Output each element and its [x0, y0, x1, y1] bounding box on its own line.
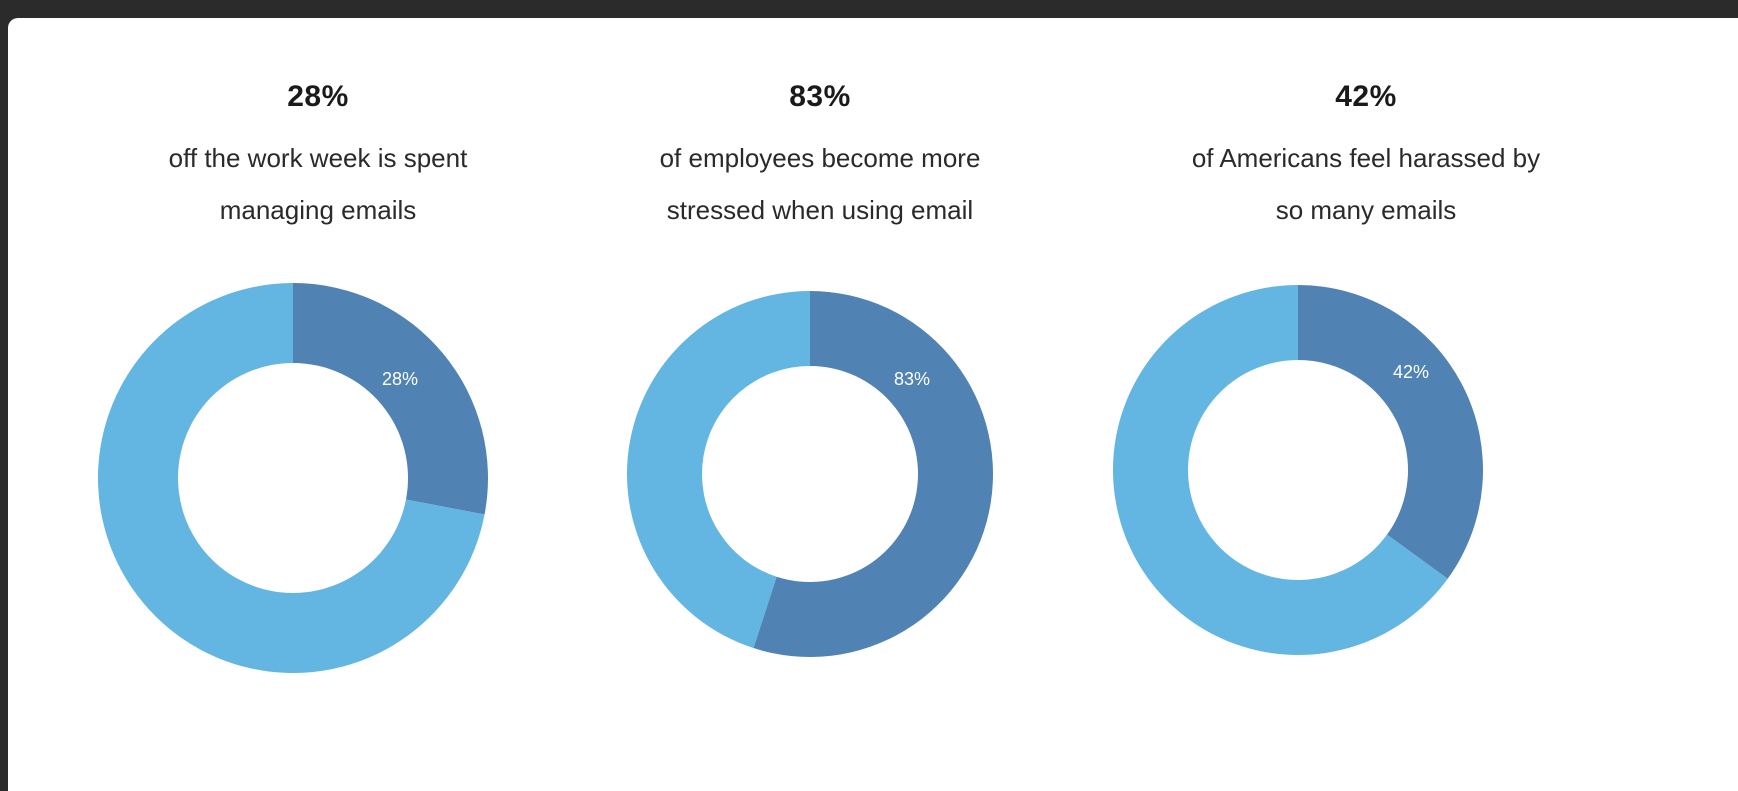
donut-1-slice-1 — [293, 283, 488, 515]
donut-2-slice-2 — [627, 291, 810, 649]
donut-3-slice-label: 42% — [1393, 362, 1429, 382]
stat-headline-3: 42% — [1335, 80, 1397, 113]
donut-chart-3: 42% — [1113, 285, 1483, 655]
stat-description-3: of Americans feel harassed by so many em… — [1086, 132, 1646, 236]
donut-3-slice-1 — [1298, 285, 1483, 579]
donut-2-slice-label: 83% — [894, 369, 930, 389]
donut-chart-2: 83% — [627, 291, 993, 657]
stat-headline-1: 28% — [287, 80, 349, 113]
donut-2-slice-1 — [753, 291, 993, 657]
stat-description-2-line-1: of employees become more — [659, 143, 981, 173]
donut-chart-1: 28% — [98, 283, 488, 673]
stat-panel-2: 83% of employees become more stressed wh… — [540, 18, 1100, 791]
stat-description-2: of employees become more stressed when u… — [540, 132, 1100, 236]
stat-description-3-line-2: so many emails — [1275, 195, 1457, 225]
stat-panel-3: 42% of Americans feel harassed by so man… — [1086, 18, 1646, 791]
stat-description-1: off the work week is spent managing emai… — [38, 132, 598, 236]
stat-headline-2: 83% — [789, 80, 851, 113]
donut-1-slice-label: 28% — [382, 369, 418, 389]
infographic-card: 28% off the work week is spent managing … — [8, 18, 1738, 791]
stat-panel-1: 28% off the work week is spent managing … — [38, 18, 598, 791]
donut-3-slice-2 — [1113, 285, 1448, 655]
stat-description-1-line-2: managing emails — [219, 195, 417, 225]
donut-1-slice-2 — [98, 283, 485, 673]
stat-description-3-line-1: of Americans feel harassed by — [1191, 143, 1541, 173]
stat-description-1-line-1: off the work week is spent — [168, 143, 468, 173]
stat-description-2-line-2: stressed when using email — [666, 195, 974, 225]
